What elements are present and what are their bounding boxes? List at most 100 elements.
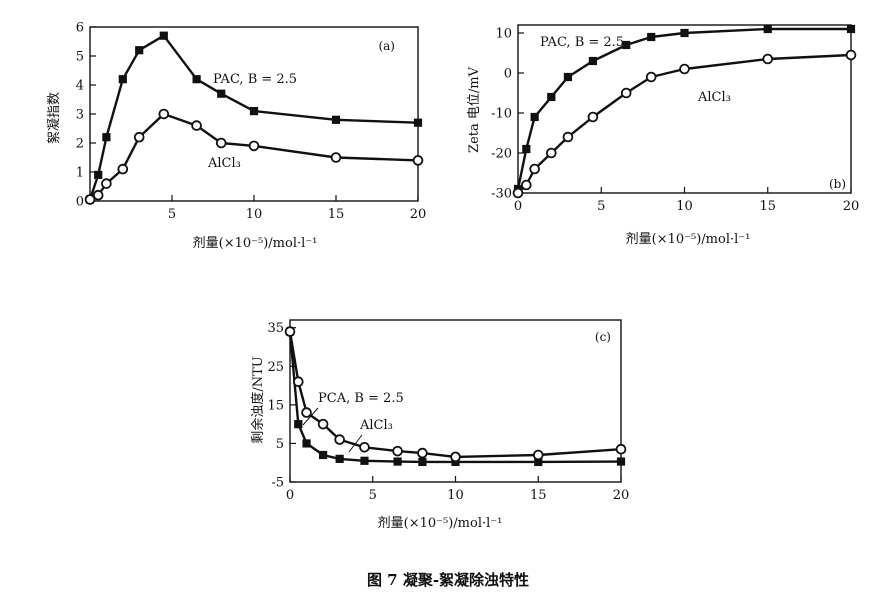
x-tick-label-c: 15 [530,488,547,503]
panel-tag-c: (c) [595,330,611,344]
series-pac-point-a [217,89,226,98]
y-tick-label-a: 3 [76,108,84,123]
y-tick-label-a: 5 [76,50,84,65]
series-alcl3-point-b [529,163,540,175]
series-alcl3-point-b [845,49,857,61]
series-pac-point-a [118,75,127,84]
figure-caption: 图 7 凝聚-絮凝除浊特性 [367,571,529,589]
series-alcl3-point-c [450,451,461,463]
y-tick-label-a: 2 [76,137,84,152]
series-alcl3-point-c [292,376,304,388]
y-tick-label-b: -30 [491,187,512,202]
series-label-pac-b: PAC, B = 2.5 [540,35,624,50]
series-alcl3-point-b [521,179,532,191]
panel-tag-b: (b) [829,177,846,191]
chart-panel-b: 0 5 10 15 20 -30 -20 -10 0 10 (b) 剂量(×10⁻⁵)/mol·l… [467,24,860,247]
series-pac-line-a [88,34,419,200]
plot-frame-b [517,24,852,194]
series-alcl3-point-b [512,187,524,199]
series-pac-point-b [563,72,573,82]
y-tick-label-b: -20 [491,147,512,162]
series-pac-point-b [547,92,556,102]
series-pac-point-c [616,457,626,466]
series-label-alcl3-b: AlCl₃ [697,90,731,105]
series-pac-point-c [302,439,311,448]
series-pac-point-a [192,75,201,84]
x-tick-label-b: 20 [843,199,860,214]
series-alcl3-point-a [248,140,260,152]
series-pac-line-b [516,27,851,190]
y-tick-label-a: 6 [76,21,84,36]
series-alcl3-point-b [562,131,574,143]
series-alcl3-point-c [317,418,329,430]
x-tick-label-c: 20 [613,488,630,503]
series-alcl3-point-c [615,443,627,455]
x-tick-label-c: 10 [447,488,464,503]
leader-line-alcl3-c [348,434,363,453]
y-tick-label-a: 4 [76,79,84,94]
series-pac-point-a [249,107,259,116]
series-pac-point-a [331,115,341,124]
series-pac-point-b [763,24,772,34]
x-tick-label-b: 5 [597,199,605,214]
series-alcl3-point-c [301,407,312,418]
y-tick-label-c: 15 [267,398,284,413]
series-alcl3-point-c [334,434,345,445]
series-pac-point-c [360,456,369,465]
y-tick-label-b: 0 [504,67,512,82]
series-alcl3-point-a [215,137,227,149]
y-tick-label-c: 35 [267,321,284,336]
x-tick-label-a: 15 [328,207,345,222]
series-pac-point-c [319,450,328,460]
y-tick-label-b: 10 [495,27,512,42]
series-alcl3-point-b [545,147,557,159]
series-pac-point-b [622,40,631,50]
y-tick-label-b: -10 [491,107,512,122]
leader-line-pca-c [302,407,319,426]
x-tick-label-b: 10 [676,199,693,214]
x-tick-label-c: 5 [369,488,377,503]
x-axis-title-a: 剂量(×10⁻⁵)/mol·l⁻¹ [193,236,318,251]
series-alcl3-point-a [158,108,170,120]
series-pac-point-c [418,457,427,467]
series-alcl3-point-b [645,71,657,83]
series-alcl3-line-a [89,112,419,201]
series-alcl3-point-a [412,155,424,166]
x-tick-label-a: 20 [410,207,427,222]
x-tick-label-b: 15 [759,199,776,214]
y-axis-title-c: 剩余浊度/NTU [250,356,266,443]
y-axis-title-a: 絮凝指数 [46,92,62,144]
series-pac-point-b [647,32,656,42]
series-pac-point-a [159,31,168,40]
series-pac-point-b [680,28,689,38]
y-tick-label-c: 25 [267,360,284,375]
y-tick-label-c: 5 [276,437,284,452]
plot-area-a: 5 10 15 20 0 1 2 3 4 5 6 [76,21,427,223]
y-tick-label-c: -5 [271,476,284,491]
series-pac-point-c [335,454,344,463]
series-pac-point-b [846,24,856,34]
x-axis-title-c: 剂量(×10⁻⁵)/mol·l⁻¹ [378,516,503,531]
series-pac-point-b [588,56,598,66]
series-pac-point-a [135,46,144,55]
series-pac-point-a [102,133,111,142]
series-alcl3-point-b [762,53,774,65]
series-alcl3-point-b [620,87,632,99]
series-pac-point-a [413,118,423,127]
series-alcl3-point-c [284,326,296,337]
series-alcl3-point-c [359,441,370,453]
plot-area-c: 0 5 10 15 20 -5 5 15 25 35 [267,319,630,503]
series-alcl3-point-a [101,178,112,189]
series-alcl3-point-a [117,163,129,175]
x-tick-label-a: 5 [168,207,176,222]
x-axis-title-b: 剂量(×10⁻⁵)/mol·l⁻¹ [626,232,751,247]
y-axis-title-b: Zeta 电位/mV [467,66,482,153]
series-label-alcl3-a: AlCl₃ [207,156,241,171]
series-alcl3-point-c [532,449,544,461]
series-label-pac-a: PAC, B = 2.5 [213,72,297,87]
series-alcl3-point-c [392,445,403,457]
series-alcl3-point-a [330,152,342,163]
x-tick-label-a: 10 [246,207,263,222]
